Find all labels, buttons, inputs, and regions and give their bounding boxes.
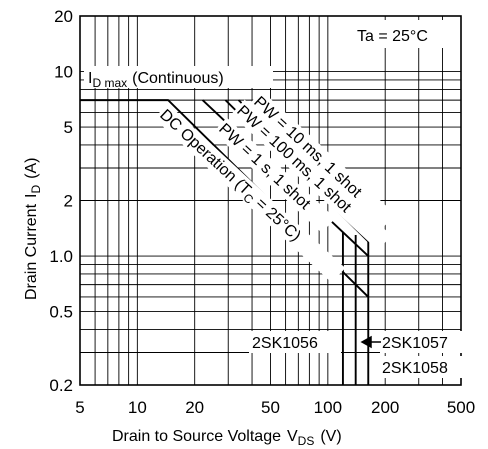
pw1s-label-bg — [213, 117, 336, 233]
y-tick-label: 0.5 — [49, 303, 73, 322]
y-axis-title-unit: (A) — [23, 158, 40, 179]
id-max-label: ID max (Continuous) — [88, 70, 224, 90]
x-axis-title-sub: DS — [298, 434, 315, 448]
y-tick-label: 10 — [54, 63, 73, 82]
x-tick-label: 10 — [128, 398, 147, 417]
x-tick-label: 20 — [185, 398, 204, 417]
y-tick-label: 1.0 — [49, 247, 73, 266]
plot-frame — [79, 15, 462, 386]
x-tick-label: 50 — [261, 398, 280, 417]
k1057-label: 2SK1057 — [382, 335, 448, 352]
pw100-label-bg — [231, 99, 392, 251]
k1058-label-bg — [380, 356, 470, 378]
k1057-arrow — [360, 335, 381, 349]
x-axis-title-main: Drain to Source Voltage — [112, 428, 281, 445]
tick-labels: 5 10 20 50 100 200 500 0.2 0.5 1.0 2 5 10 20 — [49, 7, 475, 417]
y-axis-var: I — [23, 194, 40, 198]
y-tick-label: 20 — [54, 7, 73, 26]
k1056-label-bg — [249, 331, 341, 353]
pw100-label-group: PW = 100 ms, 1 shot — [231, 99, 392, 251]
pw10-label-bg — [248, 90, 396, 229]
id-max-subscript: D max — [92, 76, 127, 90]
condition-label: Ta = 25°C — [357, 28, 428, 45]
y-tick-label: 5 — [64, 118, 73, 137]
y-axis-title-sub: D — [29, 185, 43, 194]
condition-box — [348, 20, 458, 48]
id-max-symbol: I — [88, 70, 92, 87]
x-axis-title-unit: (V) — [320, 428, 341, 445]
x-tick-label: 100 — [314, 398, 342, 417]
y-tick-label: 2 — [64, 192, 73, 211]
y-tick-label: 0.2 — [49, 376, 73, 395]
k1058-label: 2SK1058 — [382, 360, 448, 377]
x-axis-title: Drain to Source Voltage VDS (V) — [112, 428, 342, 448]
k1056-label: 2SK1056 — [252, 335, 318, 352]
x-tick-label: 200 — [371, 398, 399, 417]
x-axis-var: V — [287, 428, 298, 445]
y-axis-title-main: Drain Current — [23, 203, 40, 300]
id-max-continuous: (Continuous) — [132, 70, 224, 87]
id-max-label-bg — [84, 66, 273, 88]
dc-label-bg — [154, 103, 346, 283]
x-tick-label: 500 — [447, 398, 475, 417]
x-tick-label: 5 — [75, 398, 84, 417]
y-axis-title: Drain Current ID (A) — [23, 158, 43, 300]
k1057-label-bg — [380, 331, 470, 353]
